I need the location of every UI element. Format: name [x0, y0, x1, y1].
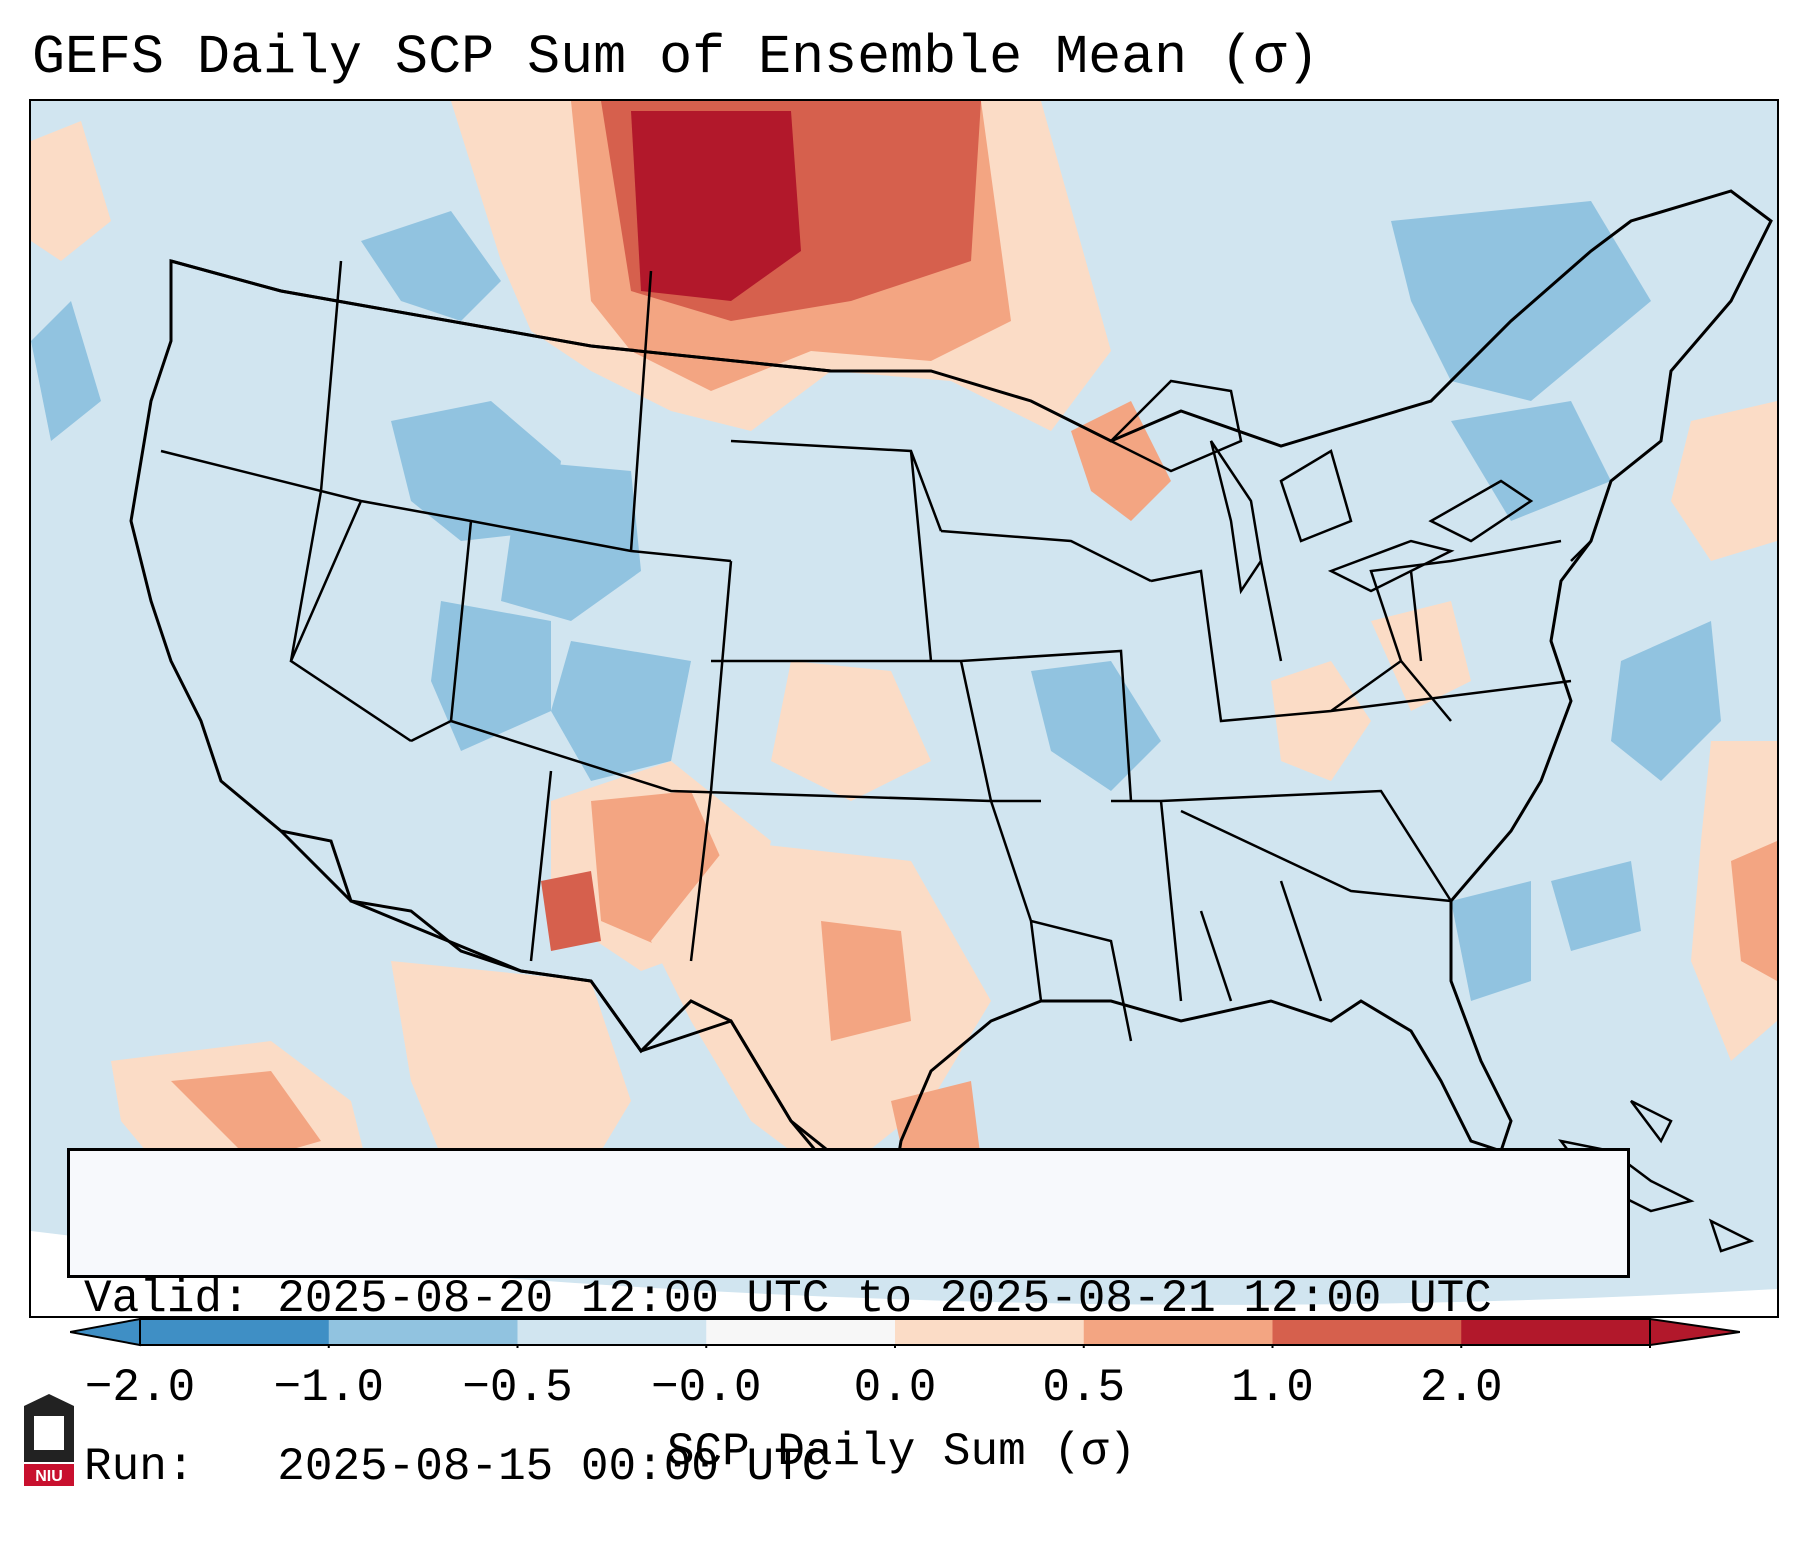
chart-title: GEFS Daily SCP Sum of Ensemble Mean (σ)	[32, 26, 1320, 89]
colorbar-segment	[140, 1319, 330, 1345]
colorbar-segment	[706, 1319, 896, 1345]
great-lakes	[1108, 379, 1534, 595]
logo-banner	[24, 1464, 74, 1486]
colorbar-tick-label: −1.0	[273, 1362, 384, 1414]
niu-logo: NIU	[24, 1394, 74, 1486]
run-time-text: Run: 2025-08-15 00:00 UTC	[84, 1441, 830, 1493]
colorbar-tick-label: 0.0	[853, 1362, 937, 1414]
colorbar-segment	[1272, 1319, 1462, 1345]
conus-outline	[129, 189, 1773, 1204]
map-panel	[29, 99, 1779, 1318]
logo-window-icon	[34, 1416, 64, 1450]
map-svg	[31, 101, 1777, 1305]
colorbar-segment	[895, 1319, 1085, 1345]
colorbar-tick-label: −0.5	[462, 1362, 573, 1414]
colorbar-extend-high	[1649, 1318, 1740, 1347]
colorbar-segment	[1461, 1319, 1651, 1345]
mexico-border	[279, 829, 892, 1203]
colorbar-segments	[70, 1318, 1740, 1348]
colorbar-segment	[517, 1319, 707, 1345]
colorbar-extend-low	[70, 1318, 141, 1347]
colorbar-label: SCP Daily Sum (σ)	[666, 1426, 1137, 1478]
canada-border	[170, 259, 931, 373]
colorbar-tick-label: 2.0	[1419, 1362, 1503, 1414]
colorbar	[70, 1318, 1740, 1348]
political-boundaries	[129, 189, 1773, 1253]
colorbar-tick-label: 0.5	[1042, 1362, 1126, 1414]
state-lines	[160, 260, 1592, 1042]
colorbar-segment	[1083, 1319, 1273, 1345]
valid-time-text: Valid: 2025-08-20 12:00 UTC to 2025-08-2…	[84, 1273, 1492, 1325]
valid-run-info: Valid: 2025-08-20 12:00 UTC to 2025-08-2…	[67, 1148, 1630, 1493]
colorbar-segment	[328, 1319, 518, 1345]
logo-text: NIU	[35, 1468, 63, 1485]
colorbar-tick-label: 1.0	[1231, 1362, 1314, 1414]
colorbar-tick-label: −2.0	[84, 1362, 196, 1414]
colorbar-outline	[139, 1318, 1651, 1346]
colorbar-tick-label: −0.0	[651, 1362, 762, 1414]
